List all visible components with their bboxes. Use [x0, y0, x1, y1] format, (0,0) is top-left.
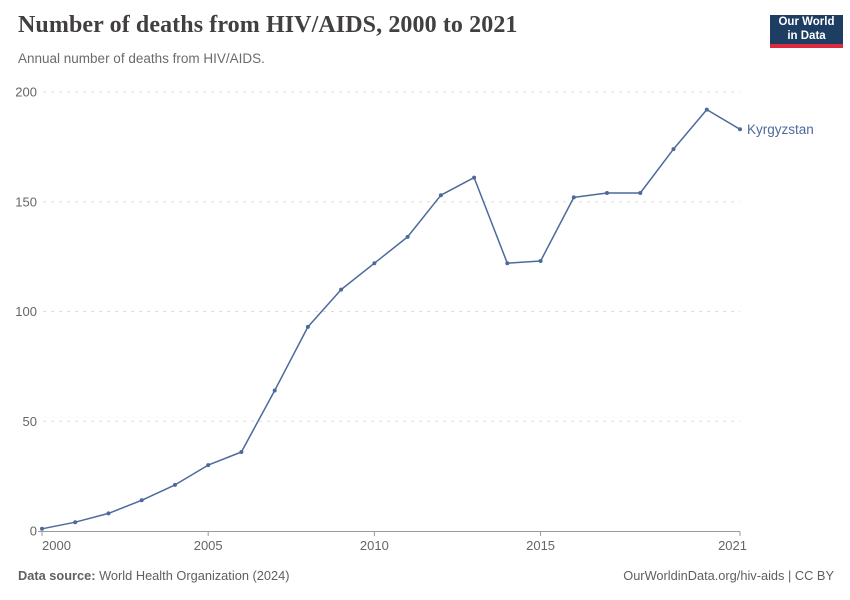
footer-license: CC BY	[794, 568, 834, 583]
y-tick-label-150: 150	[15, 194, 37, 209]
data-source-text: World Health Organization (2024)	[95, 568, 290, 583]
data-point-2009[interactable]	[339, 287, 344, 292]
x-tick-label-2021: 2021	[718, 538, 747, 553]
y-tick-label-50: 50	[23, 414, 37, 429]
data-point-2006[interactable]	[239, 450, 244, 454]
x-tick-label-2010: 2010	[360, 538, 389, 553]
data-point-2019[interactable]	[671, 147, 676, 152]
y-tick-label-100: 100	[15, 304, 37, 319]
y-tick-label-0: 0	[30, 524, 37, 539]
chart-subtitle: Annual number of deaths from HIV/AIDS.	[18, 51, 265, 66]
logo-line-1: Our World	[778, 15, 835, 28]
footer-attribution: OurWorldinData.org/hiv-aids | CC BY	[623, 568, 834, 583]
page-title: Number of deaths from HIV/AIDS, 2000 to …	[18, 12, 518, 38]
data-point-2017[interactable]	[605, 191, 609, 195]
data-point-2013[interactable]	[472, 175, 477, 180]
footer-url-link[interactable]: OurWorldinData.org/hiv-aids	[623, 568, 785, 583]
line-chart[interactable]: 0 50 100 150 200 2000 2005 2010 2015 2021 Kyrgyzst…	[0, 80, 850, 560]
data-source-label: Data source:	[18, 568, 96, 583]
data-point-2000[interactable]	[40, 526, 44, 531]
x-tick-label-2005: 2005	[194, 538, 223, 553]
data-point-2011[interactable]	[405, 234, 410, 239]
data-point-2008[interactable]	[305, 324, 310, 329]
data-point-2015[interactable]	[538, 259, 543, 263]
logo-line-2: in Data	[787, 29, 826, 42]
data-point-2007[interactable]	[272, 388, 277, 393]
data-point-2010[interactable]	[372, 261, 377, 266]
chart-footer: Data source: World Health Organization (…	[18, 568, 834, 583]
data-point-2002[interactable]	[106, 511, 111, 516]
data-point-2003[interactable]	[139, 498, 144, 503]
owid-logo[interactable]: Our World in Data	[770, 15, 843, 48]
data-point-2016[interactable]	[571, 195, 576, 200]
data-point-2020[interactable]	[704, 107, 709, 112]
footer-separator: |	[784, 568, 795, 583]
data-source: Data source: World Health Organization (…	[18, 568, 289, 583]
data-point-2021[interactable]	[738, 127, 742, 132]
data-point-2018[interactable]	[638, 191, 643, 195]
data-point-2012[interactable]	[438, 193, 443, 198]
data-point-2001[interactable]	[73, 520, 78, 525]
x-tick-label-2000: 2000	[42, 538, 71, 553]
data-point-2004[interactable]	[173, 482, 177, 487]
series-line-kyrgyzstan[interactable]	[41, 108, 741, 530]
y-tick-label-200: 200	[15, 85, 37, 100]
data-point-2014[interactable]	[505, 261, 510, 266]
series-end-label: Kyrgyzstan	[747, 122, 814, 137]
x-tick-label-2015: 2015	[526, 538, 555, 553]
data-point-2005[interactable]	[206, 463, 211, 468]
